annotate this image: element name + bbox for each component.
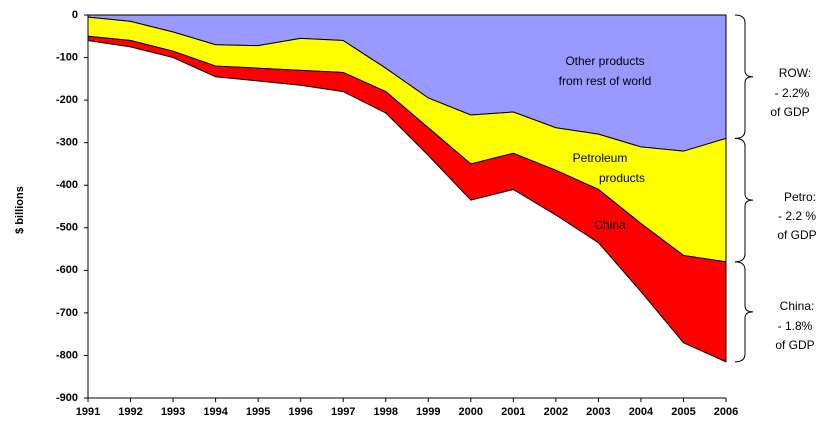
annotation: ROW: <box>779 66 811 80</box>
annotation: from rest of world <box>559 74 652 88</box>
x-tick-label: 1998 <box>373 406 397 418</box>
area <box>87 35 727 363</box>
y-tick-label: -800 <box>56 349 78 361</box>
annotation: China: <box>780 299 815 313</box>
y-tick-label: -200 <box>56 94 78 106</box>
annotation: Other products <box>565 54 644 68</box>
x-tick-label: 1997 <box>331 406 355 418</box>
x-tick-label: 2003 <box>586 406 610 418</box>
x-tick-label: 2006 <box>714 406 738 418</box>
x-tick-label: 1994 <box>203 406 228 418</box>
brace <box>734 261 754 363</box>
brace <box>734 14 754 139</box>
annotation: of GDP <box>770 105 809 119</box>
x-tick-label: 2000 <box>459 406 483 418</box>
x-tick-label: 2005 <box>671 406 695 418</box>
y-tick-label: -400 <box>56 179 78 191</box>
annotation: of GDP <box>777 228 816 242</box>
y-axis-label: $ billions <box>14 186 26 234</box>
x-tick-label: 2002 <box>544 406 568 418</box>
annotation: of GDP <box>775 338 814 352</box>
y-tick-label: -700 <box>56 307 78 319</box>
x-tick-label: 2001 <box>501 406 525 418</box>
x-tick-label: 1996 <box>288 406 312 418</box>
annotation: China <box>594 218 626 232</box>
annotation: - 2.2% <box>775 86 810 100</box>
y-tick-label: -500 <box>56 222 78 234</box>
x-tick-label: 2004 <box>629 406 654 418</box>
annotation: products <box>599 171 645 185</box>
annotation: Petro: <box>784 190 816 204</box>
brace <box>734 137 754 263</box>
annotation: - 2.2 % <box>778 209 816 223</box>
y-tick-label: -100 <box>56 51 78 63</box>
y-tick-label: -300 <box>56 137 78 149</box>
y-tick-label: -600 <box>56 264 78 276</box>
x-tick-label: 1993 <box>161 406 185 418</box>
x-tick-label: 1995 <box>246 406 270 418</box>
x-tick-label: 1999 <box>416 406 440 418</box>
x-tick-label: 1992 <box>118 406 142 418</box>
y-tick-label: -900 <box>56 392 78 404</box>
annotation: Petroleum <box>573 151 628 165</box>
annotation: - 1.8% <box>778 319 813 333</box>
y-tick-label: 0 <box>72 9 78 21</box>
x-tick-label: 1991 <box>76 406 100 418</box>
